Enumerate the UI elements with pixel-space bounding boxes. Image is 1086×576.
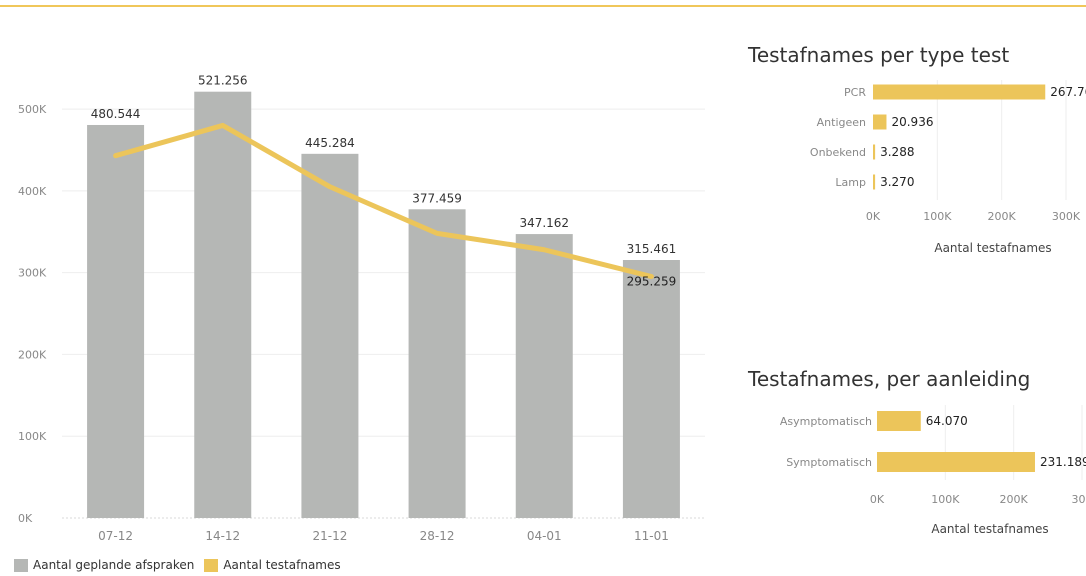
hbar-antigeen [873, 114, 887, 130]
category-label-antigeen: Antigeen [817, 116, 866, 129]
x-tick-label: 200K [1000, 493, 1029, 506]
legend-swatch-testafnames [204, 558, 219, 572]
hbar-lamp [873, 174, 876, 190]
category-label-asymptomatisch: Asymptomatisch [780, 415, 872, 428]
y-tick-label: 300K [18, 267, 47, 280]
bar-11-01 [622, 259, 680, 518]
legend-label-testafnames: Aantal testafnames [223, 558, 341, 572]
x-tick-label: 200K [988, 210, 1017, 223]
x-tick-label: 21-12 [312, 529, 347, 543]
top-accent-rule [0, 5, 1086, 7]
x-tick-label: 100K [923, 210, 952, 223]
y-tick-label: 100K [18, 430, 47, 443]
y-tick-label: 0K [18, 512, 33, 525]
hbar-value-antigeen: 20.936 [891, 115, 933, 129]
bar-value-label: 347.162 [519, 216, 569, 230]
chart-title-testafnames-per-type-test: Testafnames per type test [747, 43, 1009, 67]
bar-value-label: 480.544 [91, 107, 141, 121]
hbar-value-asymptomatisch: 64.070 [926, 414, 968, 428]
bar-value-label: 315.461 [627, 242, 677, 256]
x-tick-label: 04-01 [527, 529, 562, 543]
x-tick-label: 300K [1052, 210, 1081, 223]
hbar-asymptomatisch [877, 411, 921, 431]
x-tick-label: 0K [866, 210, 881, 223]
legend-item-testafnames: Aantal testafnames [204, 558, 341, 572]
hbar-value-pcr: 267.765 [1050, 85, 1086, 99]
bar-value-label: 521.256 [198, 74, 248, 88]
hbar-symptomatisch [877, 452, 1035, 472]
category-label-symptomatisch: Symptomatisch [786, 456, 872, 469]
bar-07-12 [87, 124, 145, 519]
x-tick-label: 07-12 [98, 529, 133, 543]
hbar-onbekend [873, 144, 876, 160]
category-label-pcr: PCR [844, 86, 866, 99]
x-tick-label: 100K [931, 493, 960, 506]
bar-21-12 [301, 153, 359, 519]
x-tick-label: 14-12 [205, 529, 240, 543]
y-tick-label: 200K [18, 348, 47, 361]
bar-value-label: 445.284 [305, 136, 355, 150]
bar-04-01 [515, 234, 573, 518]
testafnames-line [113, 122, 654, 280]
legend-item-afspraken: Aantal geplande afspraken [14, 558, 194, 572]
x-tick-label: 11-01 [634, 529, 669, 543]
hbar-value-symptomatisch: 231.189 [1040, 455, 1086, 469]
line-value-label: 295.259 [627, 275, 677, 289]
x-axis-title: Aantal testafnames [931, 522, 1048, 536]
category-label-lamp: Lamp [835, 176, 866, 189]
main-chart-legend: Aantal geplande afspraken Aantal testafn… [14, 557, 351, 573]
legend-swatch-afspraken [14, 558, 28, 572]
x-tick-label: 300 [1072, 493, 1086, 506]
bar-value-label: 377.459 [412, 191, 462, 205]
bar-14-12 [194, 91, 252, 518]
bar-28-12 [408, 209, 466, 518]
x-tick-label: 0K [870, 493, 885, 506]
x-axis-title: Aantal testafnames [934, 241, 1051, 255]
y-tick-label: 500K [18, 103, 47, 116]
y-tick-label: 400K [18, 185, 47, 198]
hbar-value-onbekend: 3.288 [880, 145, 914, 159]
category-label-onbekend: Onbekend [810, 146, 866, 159]
chart-title-testafnames-per-aanleiding: Testafnames, per aanleiding [747, 367, 1030, 391]
hbar-value-lamp: 3.270 [880, 175, 914, 189]
x-tick-label: 28-12 [420, 529, 455, 543]
hbar-pcr [873, 84, 1046, 100]
legend-label-afspraken: Aantal geplande afspraken [33, 558, 195, 572]
